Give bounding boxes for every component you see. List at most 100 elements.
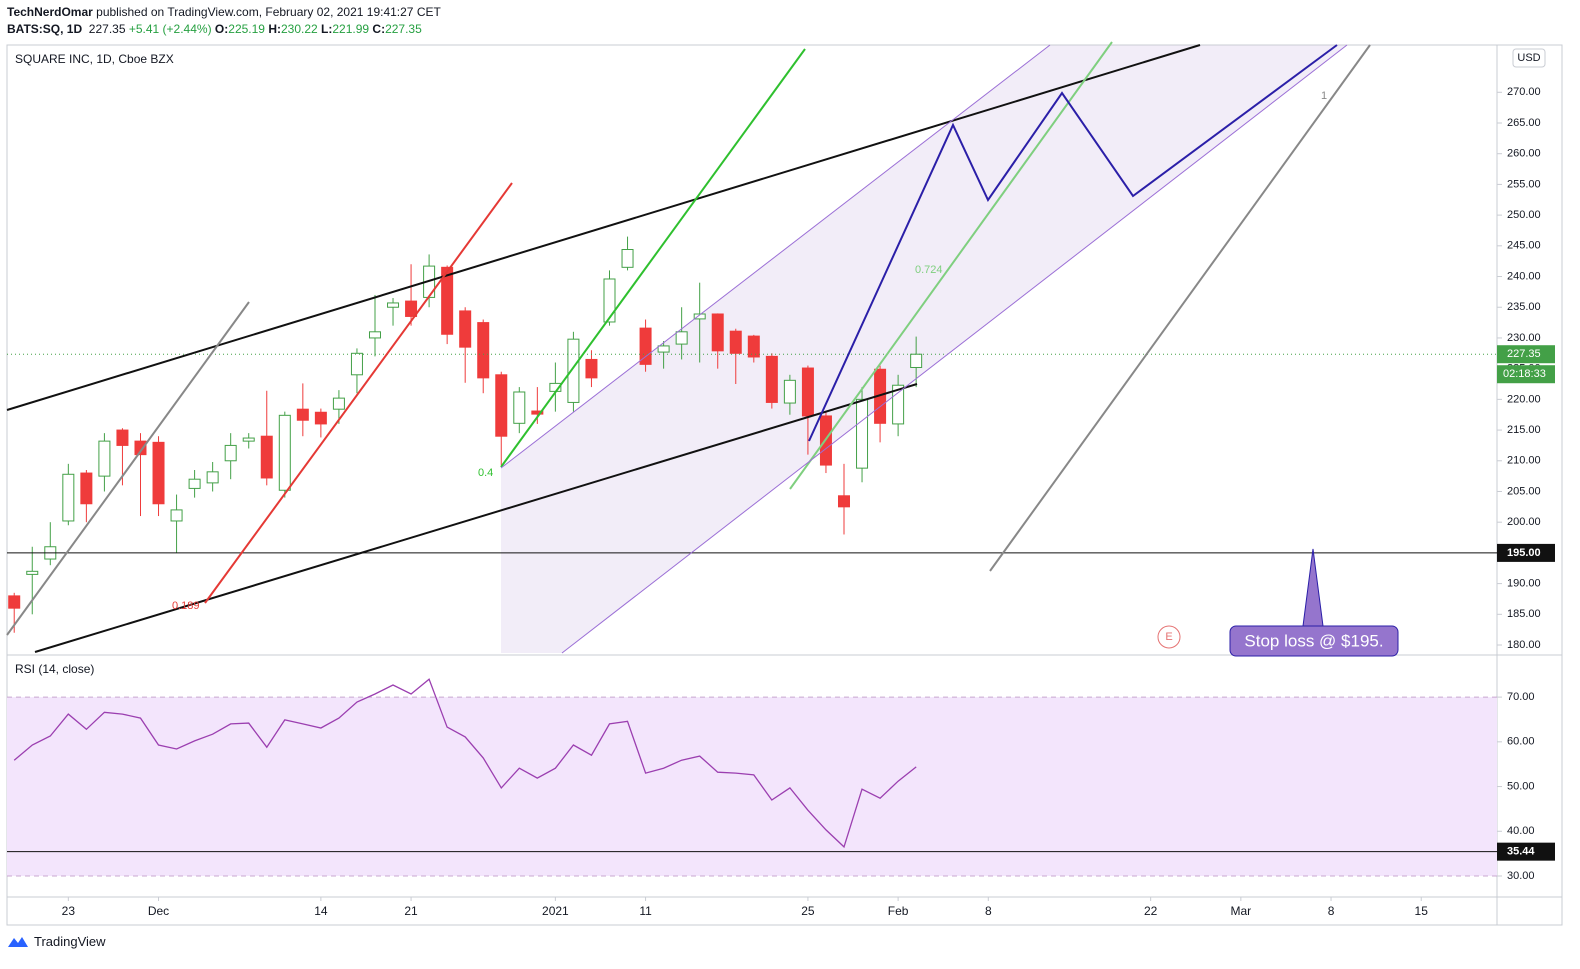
countdown: 02:18:33 [1503,368,1546,380]
y-tick-label: 265.00 [1507,117,1541,129]
x-tick-label: 15 [1415,904,1429,918]
rsi-band [7,697,1497,876]
fib-label: 1 [1321,90,1327,102]
candle-body [621,249,634,268]
candle-body [693,313,706,320]
chart-title: SQUARE INC, 1D, Cboe BZX [15,52,174,66]
x-tick-label: 8 [1328,904,1335,918]
y-tick-label: 245.00 [1507,240,1541,252]
channel-line [561,44,1348,654]
y-tick-label: 235.00 [1507,301,1541,313]
y-tick-label: 30.00 [1507,870,1535,882]
candle-body [729,330,742,354]
candle-body [350,352,363,376]
level-tag-label: 195.00 [1507,547,1541,559]
candle-body [513,391,526,424]
header-line: TechNerdOmar published on TradingView.co… [7,4,441,21]
header: TechNerdOmar published on TradingView.co… [7,4,441,38]
candle-body [585,358,598,379]
candle-body [477,322,490,379]
y-tick-label: 270.00 [1507,86,1541,98]
y-tick-label: 40.00 [1507,825,1535,837]
brand-icon [8,936,28,947]
x-tick-label: 22 [1144,904,1158,918]
ohlc-label: O: [214,22,229,36]
header-line: BATS:SQ, 1D 227.35 +5.41 (+2.44%) O:225.… [7,21,441,38]
candle-body [657,345,670,353]
candle-body [62,473,75,522]
rsi-title: RSI (14, close) [15,662,94,676]
axes: 180.00185.00190.00195.00200.00205.00210.… [62,86,1555,918]
brand-shape [8,936,28,947]
currency: USD [1517,52,1540,64]
brand: TradingView [34,934,106,949]
event-marker [1157,625,1181,649]
y-tick-label: 260.00 [1507,148,1541,160]
candle-body [910,353,923,368]
candle-body [278,414,291,491]
x-tick-label: Dec [148,904,169,918]
candle-body [405,300,418,317]
footer: TradingView [7,934,106,949]
candle-body [314,411,327,425]
y-tick-label: 50.00 [1507,780,1535,792]
x-tick-label: 21 [404,904,418,918]
countdown-tag [1497,365,1555,384]
candle-body [152,441,165,505]
outer-frame [6,44,1563,926]
fill-layer [501,45,1347,653]
candle-body [801,367,814,417]
y-tick-label: 220.00 [1507,393,1541,405]
candle-body [675,331,688,345]
candle-body [639,327,652,365]
candle-body [8,595,21,609]
x-tick-label: 14 [314,904,328,918]
projection-path [808,44,1338,442]
candle-body [116,429,129,446]
ohlc-label: C: [372,22,386,36]
x-tick-label: 25 [801,904,815,918]
candle-body [170,509,183,522]
publisher: TechNerdOmar [7,5,93,19]
y-tick-label: 240.00 [1507,270,1541,282]
candle-body [837,495,850,508]
rsi-line [13,678,917,849]
event-marker-label: E [1165,631,1172,643]
trend-line [34,383,918,653]
trend-line [6,44,1201,411]
level-tag [1497,842,1555,861]
ohlc-label: L: [321,22,333,36]
ohlc-value: 221.99 [332,22,370,36]
candle-body [856,398,869,469]
candle-body [296,408,309,421]
y-tick-label: 250.00 [1507,209,1541,221]
candle-body [260,435,273,479]
callout-text: Stop loss @ $195. [1244,631,1383,650]
candle-body [224,444,237,462]
candle-body [603,278,616,323]
y-tick-label: 255.00 [1507,178,1541,190]
candle-body [783,379,796,404]
currency-box [1512,48,1546,68]
fib-line [789,41,1113,490]
candle-body [134,440,147,456]
level-tag-label: 35.44 [1507,846,1535,858]
candle-body [332,397,345,410]
x-tick-label: 2021 [542,904,569,918]
candle-body [206,471,219,484]
price-tag [1497,345,1555,364]
candle-body [892,384,905,425]
ohlc-value: 225.19 [228,22,265,36]
candle-body [26,570,39,575]
y-tick-label: 185.00 [1507,608,1541,620]
y-tick-label: 215.00 [1507,424,1541,436]
symbol: BATS:SQ, 1D [7,22,83,36]
level-tag [1497,543,1555,562]
candle-body [80,472,93,505]
channel-line [500,44,1051,469]
drawings [6,41,1399,657]
candle-body [567,338,580,403]
x-tick-label: 23 [62,904,76,918]
